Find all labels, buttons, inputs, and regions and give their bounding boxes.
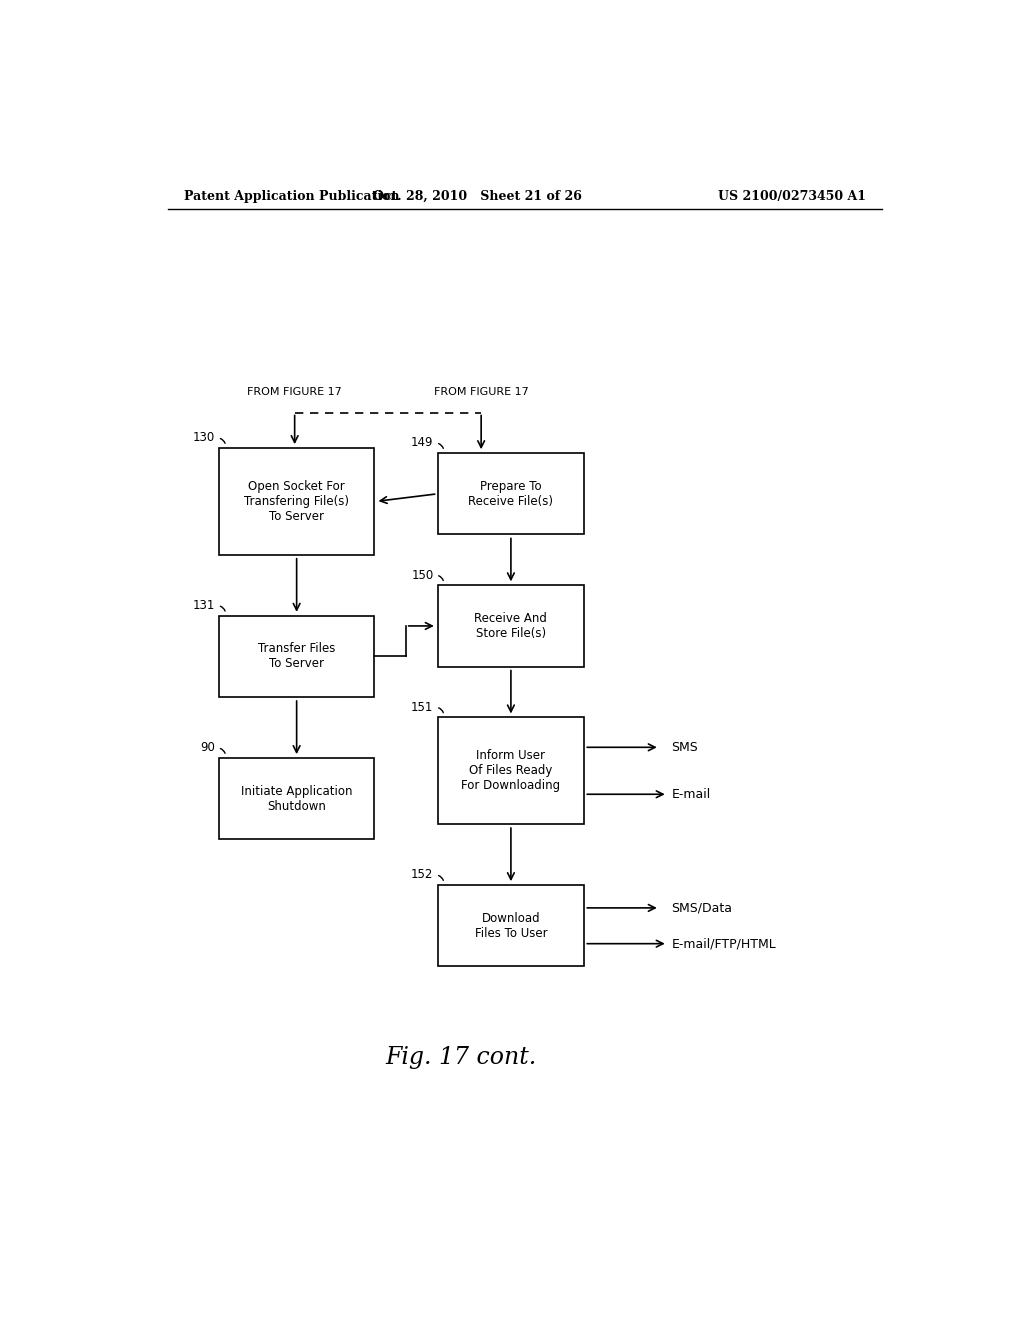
Text: 149: 149 (411, 437, 433, 450)
Text: Oct. 28, 2010   Sheet 21 of 26: Oct. 28, 2010 Sheet 21 of 26 (373, 190, 582, 202)
Bar (437, 718, 585, 824)
Text: Receive And
Store File(s): Receive And Store File(s) (474, 612, 548, 640)
Text: Patent Application Publication: Patent Application Publication (183, 190, 399, 202)
Text: 150: 150 (412, 569, 433, 582)
Bar (219, 447, 374, 554)
Bar (437, 585, 585, 667)
Text: E-mail/FTP/HTML: E-mail/FTP/HTML (672, 937, 776, 950)
Text: 152: 152 (412, 869, 433, 882)
Text: FROM FIGURE 17: FROM FIGURE 17 (434, 387, 528, 397)
Text: 131: 131 (193, 599, 215, 612)
Bar (219, 616, 374, 697)
Text: FROM FIGURE 17: FROM FIGURE 17 (247, 387, 342, 397)
Text: Initiate Application
Shutdown: Initiate Application Shutdown (241, 784, 352, 813)
Text: E-mail: E-mail (672, 788, 711, 801)
Text: Fig. 17 cont.: Fig. 17 cont. (386, 1047, 537, 1069)
Text: US 2100/0273450 A1: US 2100/0273450 A1 (718, 190, 866, 202)
Text: 130: 130 (194, 432, 215, 445)
Text: SMS: SMS (672, 741, 698, 754)
Text: Download
Files To User: Download Files To User (474, 912, 547, 940)
Bar (219, 758, 374, 840)
Text: Inform User
Of Files Ready
For Downloading: Inform User Of Files Ready For Downloadi… (462, 750, 560, 792)
Text: Transfer Files
To Server: Transfer Files To Server (258, 643, 335, 671)
Text: Open Socket For
Transfering File(s)
To Server: Open Socket For Transfering File(s) To S… (244, 480, 349, 523)
Text: 151: 151 (412, 701, 433, 714)
Text: SMS/Data: SMS/Data (672, 902, 732, 915)
Bar (437, 886, 585, 966)
Bar (437, 453, 585, 535)
Text: 90: 90 (201, 742, 215, 755)
Text: Prepare To
Receive File(s): Prepare To Receive File(s) (468, 479, 553, 508)
